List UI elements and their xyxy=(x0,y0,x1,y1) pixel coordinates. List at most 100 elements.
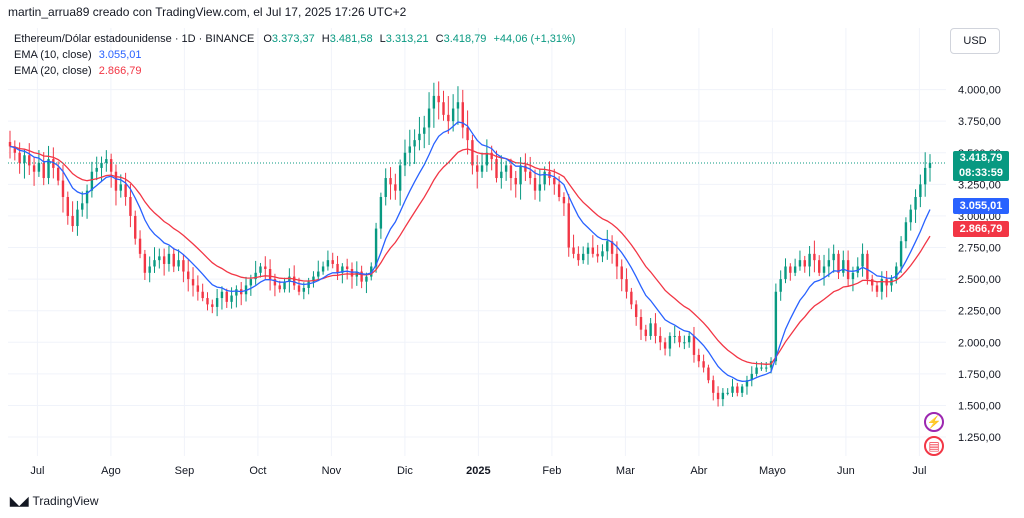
candle-body xyxy=(134,215,137,239)
lightning-icon[interactable]: ⚡ xyxy=(924,412,944,432)
candle-body xyxy=(861,253,864,267)
candle-body xyxy=(341,266,344,273)
legend-ema10-value: 3.055,01 xyxy=(98,49,142,61)
candle-body xyxy=(813,253,816,261)
legend-high-label: H xyxy=(321,33,330,45)
candle-body xyxy=(13,146,17,153)
candle-body xyxy=(663,342,667,349)
candle-body xyxy=(784,266,787,280)
candle-body xyxy=(225,291,228,302)
candle-body xyxy=(8,141,12,147)
candle-body xyxy=(514,178,517,185)
candle-body xyxy=(47,159,50,179)
footer-branding[interactable]: ◣◢ TradingView xyxy=(10,493,99,509)
candle-body xyxy=(615,253,619,267)
candle-body xyxy=(606,241,609,252)
candle-body xyxy=(230,295,233,302)
candle-body xyxy=(543,171,546,185)
candle-body xyxy=(124,184,127,197)
candle-body xyxy=(837,253,840,273)
candle-body xyxy=(509,165,513,179)
candle-body xyxy=(716,392,720,400)
price-axis[interactable]: 4.000,003.750,003.500,003.250,003.000,00… xyxy=(958,85,1001,444)
candle-body xyxy=(105,159,108,163)
candle-body xyxy=(736,386,739,393)
candle-body xyxy=(750,373,753,381)
legend-close-label: C xyxy=(435,33,444,45)
legend-ema10-row[interactable]: EMA (10, close) 3.055,01 xyxy=(14,47,575,63)
legend-close-value: 3.418,79 xyxy=(443,33,487,45)
candle-body xyxy=(307,281,310,288)
candle-body xyxy=(639,317,643,330)
candle-body xyxy=(398,165,402,191)
candle-body xyxy=(692,335,696,355)
candle-body xyxy=(466,127,469,141)
legend-open-value: 3.373,37 xyxy=(271,33,315,45)
candle-body xyxy=(557,184,561,197)
candle-body xyxy=(630,291,633,305)
candle-body xyxy=(697,354,700,362)
y-tick-label: 3.250,00 xyxy=(958,179,1001,191)
candle-body xyxy=(32,165,36,172)
y-tick-label: 1.750,00 xyxy=(958,369,1001,381)
candle-body xyxy=(56,167,60,181)
candle-body xyxy=(66,196,70,216)
candle-body xyxy=(345,266,349,270)
x-tick-label: Jun xyxy=(837,465,855,477)
candle-body xyxy=(235,289,238,296)
candle-body xyxy=(476,165,479,172)
candle-body xyxy=(620,266,623,280)
candle-body xyxy=(726,392,729,394)
chart-legend: Ethereum/Dólar estadounidense · 1D · BIN… xyxy=(14,31,575,79)
candle-body xyxy=(702,361,705,368)
attribution-text: martin_arrua89 creado con TradingView.co… xyxy=(8,5,407,19)
x-tick-label: Sep xyxy=(175,465,195,477)
candle-body xyxy=(793,266,797,273)
us-flag-icon[interactable]: ▤ xyxy=(924,436,944,456)
candle-body xyxy=(687,335,691,343)
candle-body xyxy=(490,152,493,160)
candle-body xyxy=(317,271,320,277)
ema20-line xyxy=(9,145,931,365)
candle-body xyxy=(798,260,802,267)
candle-body xyxy=(302,287,306,292)
candle-body xyxy=(442,102,445,115)
candle-body xyxy=(114,171,118,191)
candle-body xyxy=(167,253,171,264)
x-tick-label: Nov xyxy=(322,465,342,477)
currency-button[interactable]: USD xyxy=(950,28,1000,54)
tradingview-logo-icon: ◣◢ xyxy=(10,494,29,508)
candle-body xyxy=(148,266,151,273)
candle-body xyxy=(668,335,672,349)
candle-body xyxy=(172,253,175,267)
candle-body xyxy=(365,276,368,282)
candle-body xyxy=(562,196,566,204)
legend-low-label: L xyxy=(379,33,386,45)
candle-body xyxy=(196,285,200,292)
legend-ema10-label: EMA (10, close) xyxy=(14,49,92,61)
candle-body xyxy=(143,253,147,273)
legend-low-value: 3.313,21 xyxy=(385,33,429,45)
candle-body xyxy=(721,392,725,400)
legend-ema20-row[interactable]: EMA (20, close) 2.866,79 xyxy=(14,63,575,79)
candle-body xyxy=(625,279,628,292)
candle-body xyxy=(601,251,604,257)
candle-body xyxy=(553,178,556,185)
candle-body xyxy=(914,196,917,210)
attribution-bar: martin_arrua89 creado con TradingView.co… xyxy=(0,0,1024,24)
candle-body xyxy=(432,95,436,109)
time-axis[interactable]: Jul Ago Sep Oct Nov Dic 2025 Feb Mar Abr Mayo Jun Ju… xyxy=(30,465,926,477)
legend-open-label: O xyxy=(263,33,272,45)
candle-body xyxy=(129,196,132,216)
candle-body xyxy=(37,162,41,172)
last-price-tag: 3.418,79 08:33:59 xyxy=(953,151,1009,181)
candle-body xyxy=(480,165,484,172)
x-tick-label: Mayo xyxy=(759,465,786,477)
candle-body xyxy=(283,281,286,290)
candle-body xyxy=(408,146,411,153)
candle-body xyxy=(42,162,45,179)
candle-body xyxy=(755,367,758,374)
candle-body xyxy=(326,260,330,267)
candle-body xyxy=(273,279,277,286)
